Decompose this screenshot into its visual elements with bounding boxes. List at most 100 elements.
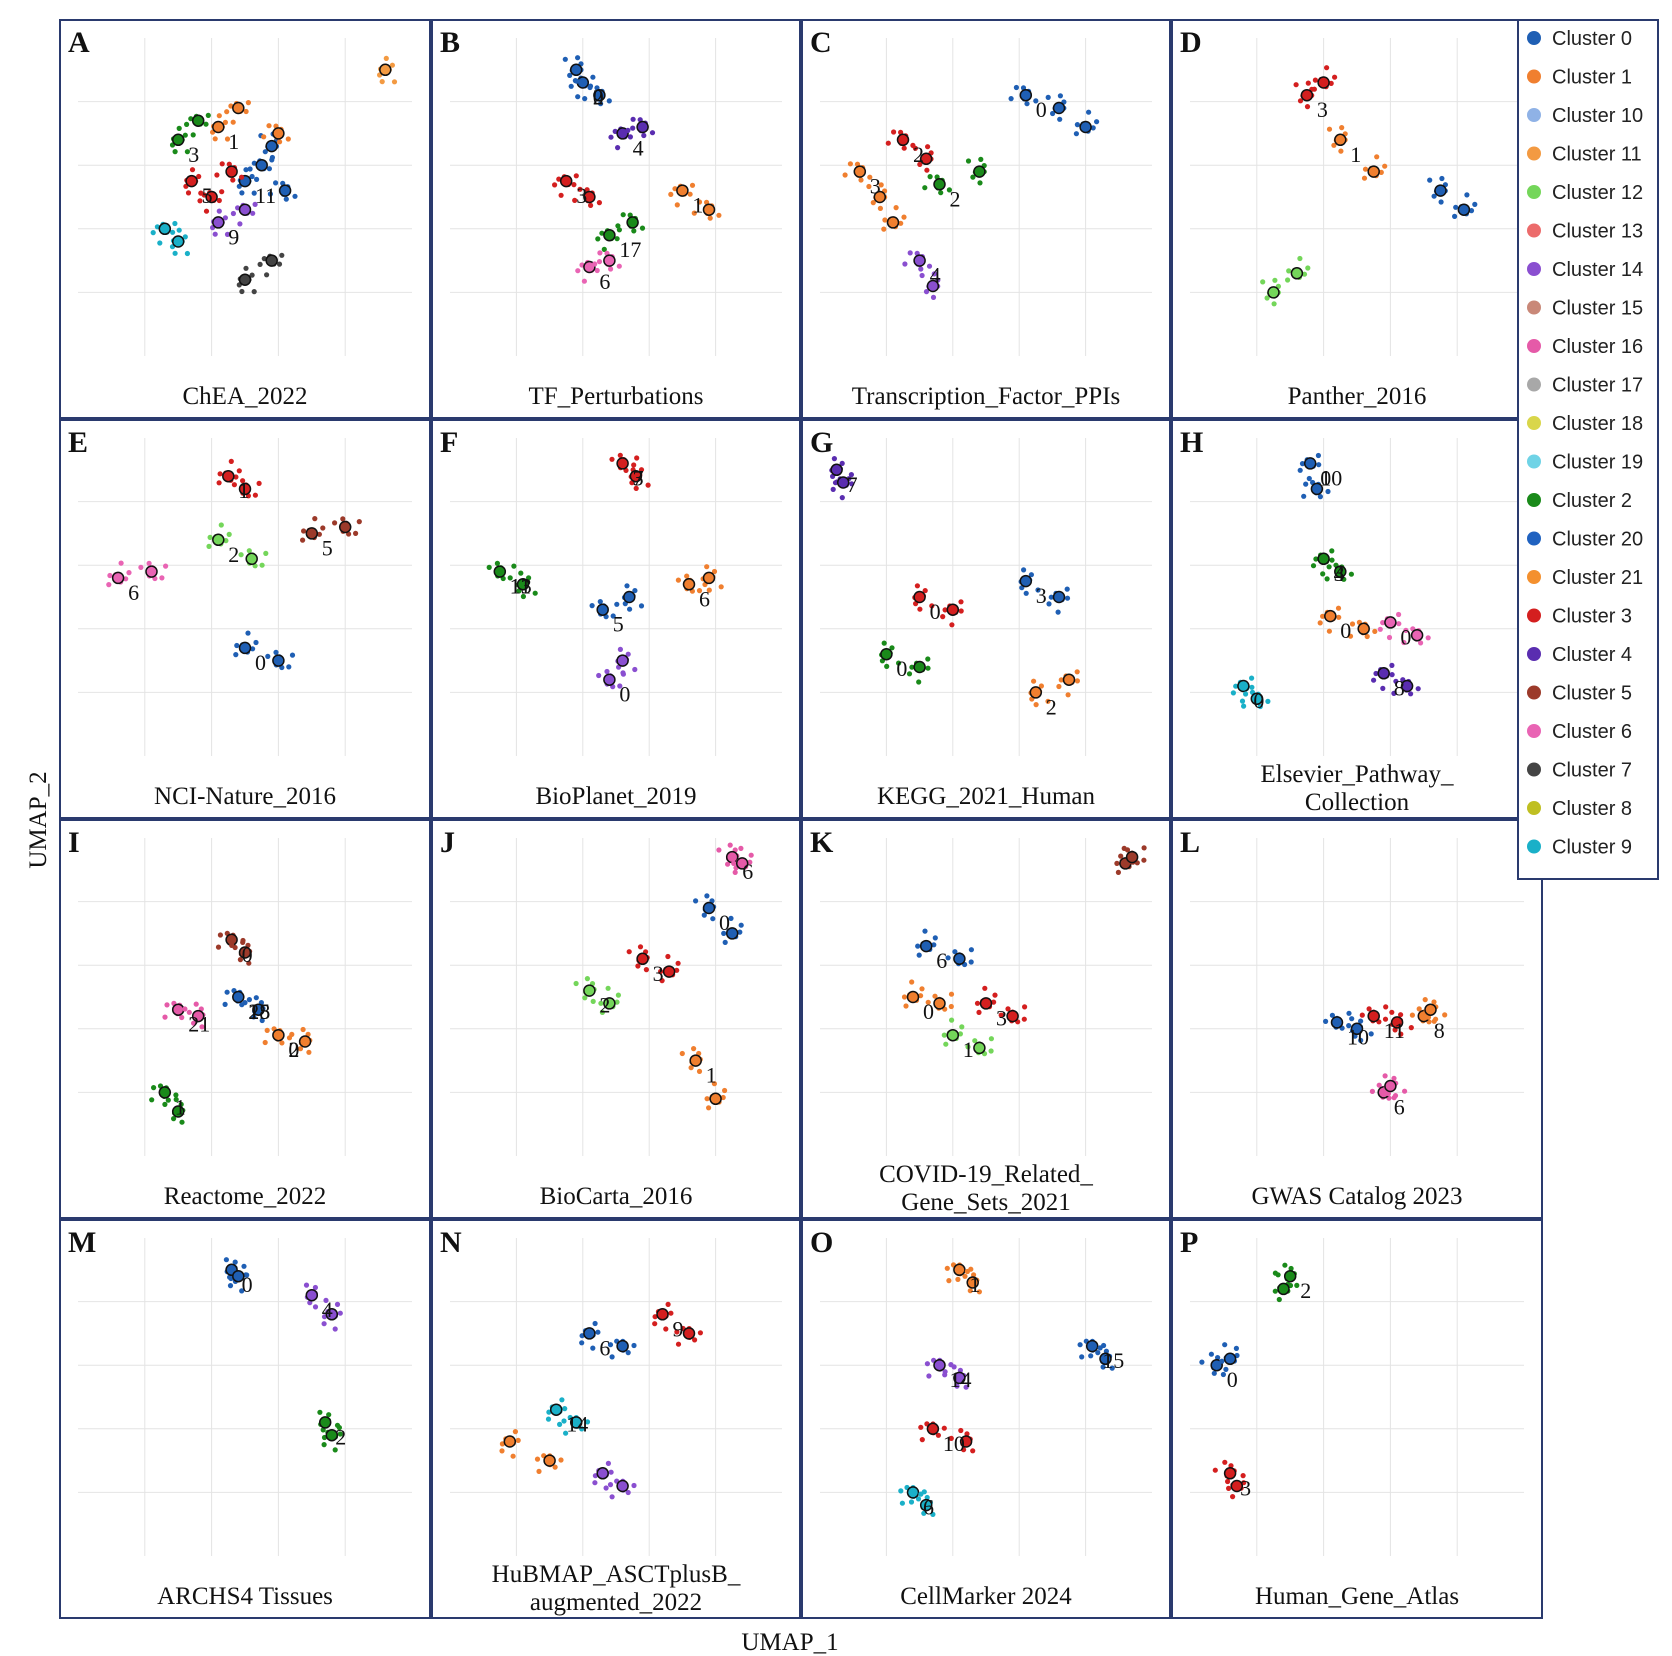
- centroid-point: [1019, 88, 1033, 102]
- cluster-number-label: 2: [599, 993, 610, 1018]
- data-point: [738, 845, 744, 852]
- data-point: [919, 1437, 925, 1443]
- data-point: [590, 998, 596, 1005]
- cluster-number-label: 6: [1394, 1094, 1405, 1119]
- centroid-point: [1019, 574, 1033, 588]
- centroid-point: [543, 1454, 556, 1467]
- panel-title: KEGG_2021_Human: [877, 783, 1096, 810]
- centroid-point: [272, 654, 285, 667]
- data-point: [292, 193, 298, 199]
- data-point: [922, 588, 928, 594]
- data-point: [582, 995, 588, 1001]
- centroid-point: [583, 190, 596, 204]
- data-point: [223, 538, 229, 544]
- data-point: [230, 210, 236, 217]
- data-point: [1057, 116, 1063, 122]
- centroid-point: [569, 63, 583, 77]
- panel-title: BioCarta_2016: [540, 1183, 693, 1210]
- centroid-point: [702, 901, 716, 915]
- data-point: [545, 1416, 552, 1422]
- centroid-point: [906, 1486, 920, 1499]
- data-point: [1074, 678, 1080, 684]
- data-point: [179, 1119, 185, 1125]
- data-point: [918, 1491, 924, 1497]
- data-point: [1045, 94, 1051, 100]
- centroid-point: [919, 939, 933, 953]
- data-point: [1431, 999, 1437, 1005]
- centroid-point: [623, 590, 636, 604]
- data-point: [1316, 462, 1322, 468]
- data-point: [1453, 204, 1459, 210]
- data-point: [967, 1288, 973, 1294]
- data-point: [912, 145, 919, 151]
- data-point: [179, 1014, 185, 1021]
- data-point: [978, 156, 984, 162]
- data-point: [964, 1268, 971, 1275]
- centroid-point: [919, 152, 933, 166]
- centroid-point: [1237, 679, 1250, 693]
- panel-frame: [1171, 19, 1543, 419]
- centroid-point: [1062, 673, 1076, 686]
- legend-label: Cluster 17: [1552, 375, 1643, 397]
- panel-title: TF_Perturbations: [529, 383, 704, 410]
- data-point: [976, 1289, 983, 1295]
- centroid-point: [933, 1358, 946, 1372]
- data-point: [590, 1345, 596, 1351]
- cluster-number-label: 13: [510, 574, 532, 599]
- data-point: [245, 630, 251, 636]
- data-point: [884, 663, 890, 670]
- data-point: [1249, 684, 1255, 690]
- data-point: [941, 1425, 947, 1431]
- data-point: [507, 575, 513, 581]
- data-point: [149, 1097, 155, 1103]
- panel-letter: B: [440, 26, 460, 59]
- data-point: [638, 467, 645, 473]
- data-point: [732, 869, 738, 876]
- data-point: [607, 1482, 614, 1488]
- data-point: [615, 992, 622, 998]
- data-point: [727, 842, 733, 848]
- data-point: [624, 583, 630, 589]
- data-point: [571, 182, 577, 188]
- data-point: [948, 1435, 954, 1441]
- data-point: [182, 1006, 188, 1012]
- data-point: [190, 132, 196, 138]
- legend-label: Cluster 9: [1552, 837, 1632, 859]
- data-point: [691, 1046, 697, 1052]
- data-point: [620, 212, 626, 218]
- data-point: [262, 149, 268, 155]
- cluster-number-label: 6: [599, 1335, 610, 1360]
- data-point: [1332, 74, 1338, 80]
- cluster-number-label: 0: [242, 942, 253, 967]
- data-point: [941, 1032, 947, 1038]
- data-point: [184, 250, 190, 257]
- data-point: [718, 584, 724, 590]
- cluster-number-label: 0: [719, 910, 730, 935]
- panel-f: 3 13 5 6 0 7 11 F BioPlanet_2019: [431, 419, 801, 819]
- cluster-number-label: 0: [288, 1037, 299, 1062]
- cluster-number-label: 1: [175, 1094, 186, 1119]
- data-point: [1141, 857, 1147, 863]
- legend-swatch: [1527, 647, 1541, 661]
- centroid-point: [1099, 1352, 1112, 1366]
- legend-label: Cluster 8: [1552, 798, 1632, 820]
- data-point: [1035, 587, 1041, 593]
- data-point: [1265, 698, 1271, 705]
- legend-swatch: [1527, 377, 1541, 392]
- data-point: [515, 1437, 521, 1443]
- data-point: [1055, 609, 1061, 615]
- data-point: [312, 1304, 319, 1310]
- panel-title: COVID-19_Related_ Gene_Sets_2021: [879, 1161, 1093, 1216]
- data-point: [227, 1283, 234, 1289]
- data-point: [199, 1024, 205, 1030]
- data-point: [577, 186, 583, 192]
- data-point: [557, 1421, 563, 1427]
- cluster-number-label: 14: [950, 1367, 972, 1392]
- data-point: [150, 230, 156, 236]
- centroid-point: [656, 1308, 669, 1321]
- data-point: [196, 173, 202, 180]
- data-point: [663, 1326, 669, 1332]
- cluster-number-label: 0: [1400, 624, 1411, 649]
- centroid-point: [158, 1086, 172, 1099]
- centroid-point: [886, 216, 900, 229]
